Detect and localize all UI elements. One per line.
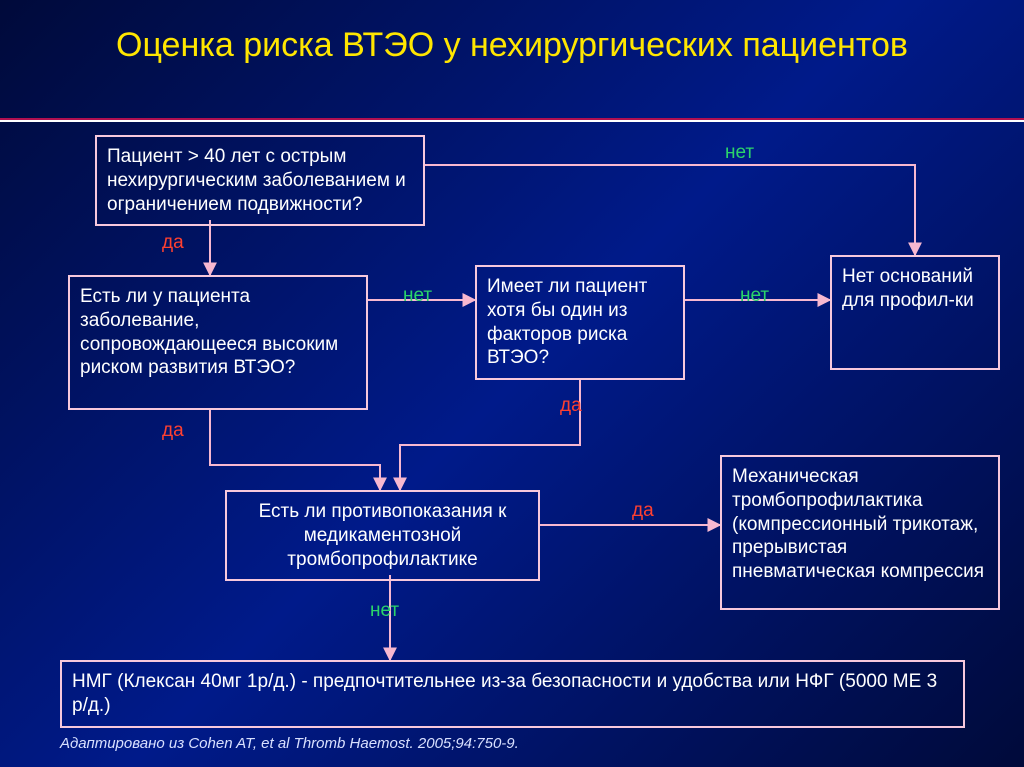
edge-label-yes: да	[162, 420, 184, 442]
edge-label-yes: да	[632, 500, 654, 522]
edge-label-no: нет	[370, 600, 399, 622]
flow-node-n7: НМГ (Клексан 40мг 1р/д.) - предпочтитель…	[60, 660, 965, 728]
flow-node-n4: Нет оснований для профил-ки	[830, 255, 1000, 370]
flow-node-n3: Имеет ли пациент хотя бы один из факторо…	[475, 265, 685, 380]
slide-title: Оценка риска ВТЭО у нехирургических паци…	[0, 26, 1024, 65]
title-divider	[0, 118, 1024, 122]
edge-label-yes: да	[560, 395, 582, 417]
slide: Оценка риска ВТЭО у нехирургических паци…	[0, 0, 1024, 767]
flow-node-n2: Есть ли у пациента заболевание, сопровож…	[68, 275, 368, 410]
edge-label-no: нет	[740, 285, 769, 307]
flow-node-n5: Есть ли противопоказания к медикаментозн…	[225, 490, 540, 581]
edge-label-yes: да	[162, 232, 184, 254]
edge-label-no: нет	[725, 142, 754, 164]
flow-node-n6: Механическая тромбопрофилактика (компрес…	[720, 455, 1000, 610]
citation: Адаптировано из Cohen AT, et al Thromb H…	[60, 735, 519, 752]
flow-node-n1: Пациент > 40 лет с острым нехирургически…	[95, 135, 425, 226]
edge-label-no: нет	[403, 285, 432, 307]
